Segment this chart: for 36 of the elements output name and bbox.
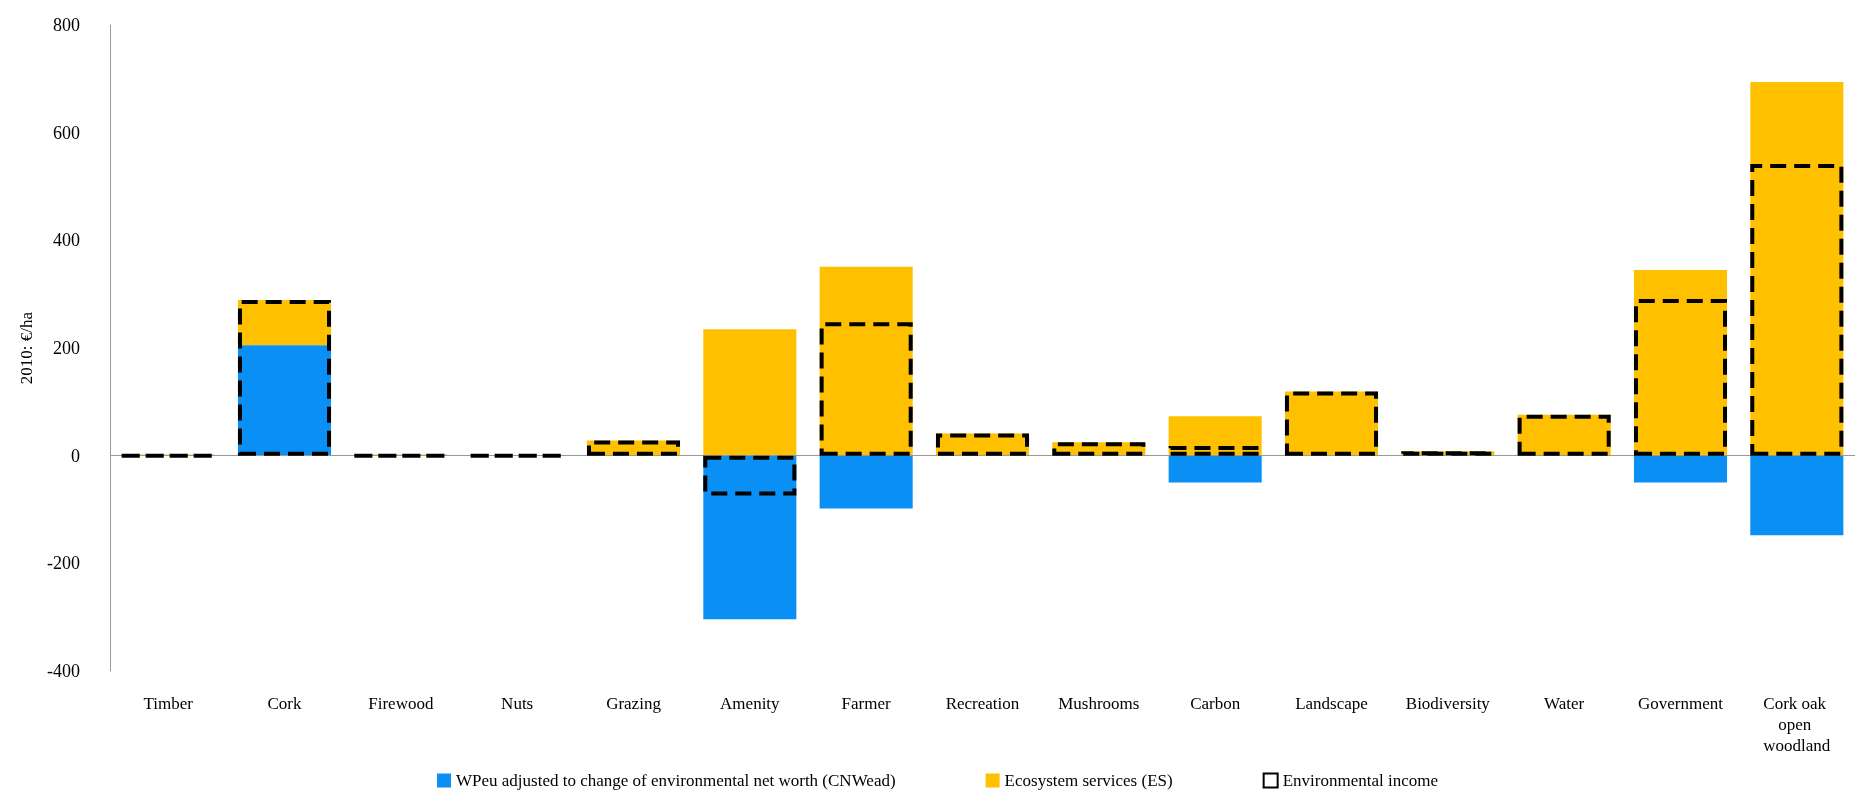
x-tick-label: Grazing	[606, 694, 662, 713]
x-tick-label: Biodiversity	[1405, 694, 1491, 713]
bar	[703, 455, 797, 620]
x-tick-label: Carbon	[1190, 694, 1241, 713]
legend-label: WPeu adjusted to change of environmental net worth (CNWead)	[456, 771, 896, 790]
legend-label: Environmental income	[1282, 771, 1438, 790]
x-tick-label: Timber	[143, 694, 194, 713]
bar	[703, 329, 797, 456]
x-tick-label: Nuts	[501, 694, 534, 713]
y-tick-label: -200	[47, 553, 80, 574]
y-tick-label: 400	[53, 230, 80, 251]
y-tick-label: 800	[53, 15, 80, 35]
x-tick-label: Mushrooms	[1058, 694, 1140, 713]
bar	[1168, 455, 1262, 483]
bar	[819, 455, 913, 509]
bar	[1633, 455, 1728, 483]
bar	[1750, 82, 1844, 456]
y-tick-label: 600	[53, 122, 80, 143]
legend-label: Ecosystem services (ES)	[1004, 771, 1173, 790]
y-tick-label: 0	[71, 445, 80, 466]
y-axis-title: 2010: €/ha	[17, 311, 36, 385]
x-tick-label: Water	[1544, 694, 1585, 713]
x-tick-label: Firewood	[368, 694, 434, 713]
x-tick-label: Farmer	[841, 694, 892, 713]
x-tick-label: Recreation	[945, 694, 1020, 713]
bar	[1633, 269, 1728, 456]
x-tick-label: Government	[1638, 694, 1724, 713]
x-tick-label: Landscape	[1295, 694, 1368, 713]
x-tick-label: Amenity	[720, 694, 781, 713]
bar	[819, 266, 913, 456]
bar	[1750, 455, 1844, 536]
y-tick-label: -400	[47, 661, 80, 681]
x-tick-label: Cork	[267, 694, 302, 713]
y-tick-label: 200	[53, 338, 80, 358]
x-tick-label: Cork oak open woodland	[1763, 694, 1831, 755]
bar	[237, 345, 332, 456]
